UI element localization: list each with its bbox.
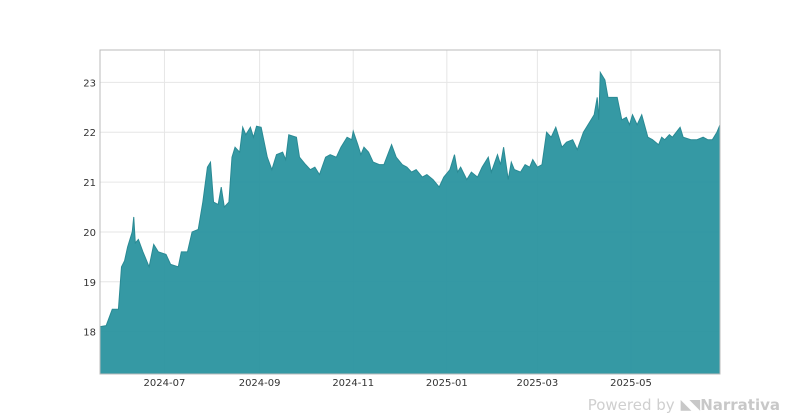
series-area — [99, 70, 721, 375]
y-axis: 18 19 20 21 22 23 — [83, 78, 96, 338]
y-tick-label: 22 — [83, 128, 96, 139]
y-tick-label: 19 — [83, 278, 96, 289]
plot-frame — [99, 49, 721, 375]
x-tick-label: 2025-01 — [426, 378, 468, 389]
y-tick-label: 18 — [83, 328, 96, 339]
y-tick-label: 23 — [83, 78, 96, 89]
x-tick-label: 2025-05 — [610, 378, 652, 389]
x-tick-label: 2024-07 — [144, 378, 186, 389]
watermark-prefix: Powered by — [587, 396, 675, 414]
x-tick-label: 2024-09 — [239, 378, 281, 389]
y-tick-label: 20 — [83, 228, 96, 239]
narrativa-logo-icon: ◣◥ — [680, 397, 700, 413]
x-axis: 2024-07 2024-09 2024-11 2025-01 2025-03 2025-… — [144, 378, 652, 389]
x-tick-label: 2024-11 — [332, 378, 374, 389]
y-tick-label: 21 — [83, 178, 96, 189]
brand-name: Narrativa — [700, 396, 780, 414]
narrativa-brand: ◣◥ Narrativa — [681, 396, 780, 414]
x-tick-label: 2025-03 — [516, 378, 558, 389]
powered-by-watermark: Powered by ◣◥ Narrativa — [588, 396, 780, 414]
